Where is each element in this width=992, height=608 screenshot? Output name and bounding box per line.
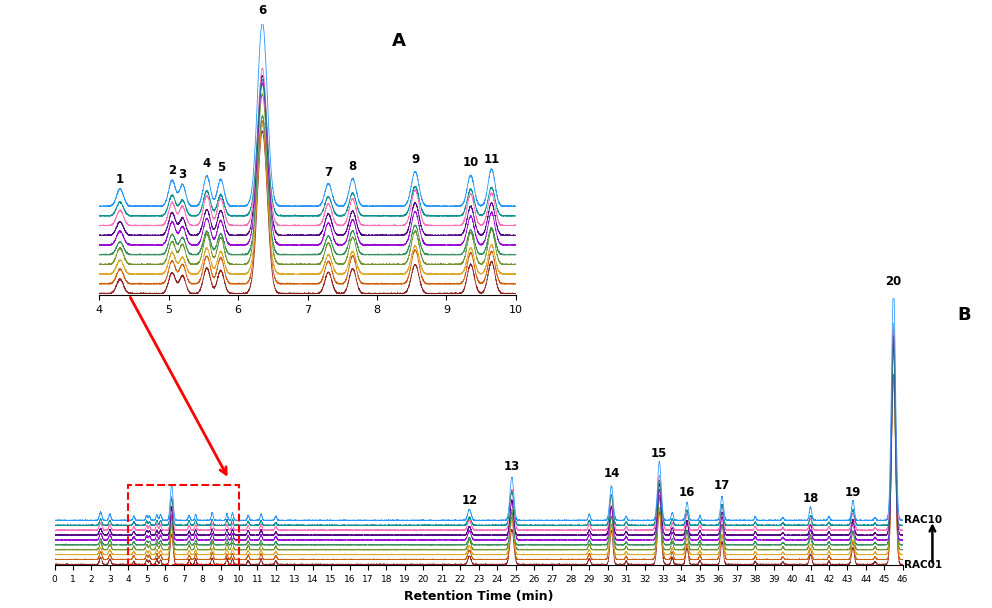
Text: 14: 14 <box>603 467 620 480</box>
Text: 17: 17 <box>714 478 730 491</box>
Text: 7: 7 <box>324 165 332 179</box>
Text: 10: 10 <box>462 156 479 169</box>
Text: RAC10: RAC10 <box>905 516 942 525</box>
Text: 9: 9 <box>411 153 420 166</box>
Text: 12: 12 <box>461 494 477 507</box>
Text: 8: 8 <box>348 160 357 173</box>
Text: 13: 13 <box>504 460 520 473</box>
Text: 6: 6 <box>258 4 267 17</box>
Text: 1: 1 <box>116 173 124 185</box>
Text: B: B <box>958 306 971 324</box>
Text: RAC01: RAC01 <box>905 560 942 570</box>
Bar <box>128 485 239 565</box>
Text: 11: 11 <box>483 153 500 166</box>
Text: 20: 20 <box>886 275 902 288</box>
Text: 4: 4 <box>202 157 211 170</box>
Text: 19: 19 <box>845 486 861 499</box>
Text: 18: 18 <box>803 492 818 505</box>
Text: 15: 15 <box>651 447 668 460</box>
Text: 5: 5 <box>216 161 225 174</box>
Text: 16: 16 <box>679 486 695 499</box>
Text: A: A <box>392 32 406 50</box>
Text: 3: 3 <box>179 168 186 181</box>
Text: 2: 2 <box>168 164 177 177</box>
X-axis label: Retention Time (min): Retention Time (min) <box>404 590 554 603</box>
